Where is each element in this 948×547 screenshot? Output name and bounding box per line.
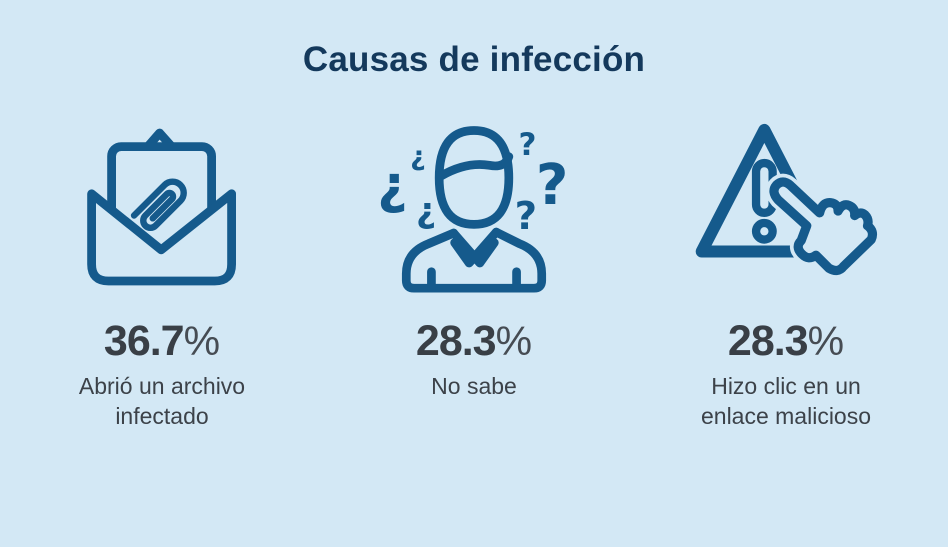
stat-column-infected-file: 36.7% Abrió un archivo infectado [6,112,318,432]
question-mark-glyph: ¿ [377,156,407,216]
stat-number: 28.3 [415,317,497,365]
person-shirt-seams [427,267,521,293]
person-hairline [436,152,514,181]
stat-number: 28.3 [727,317,809,365]
question-mark-glyph: ? [536,153,569,218]
percent-sign: % [183,318,221,364]
stat-value: 28.3% [728,320,844,363]
question-mark-glyph: ? [519,127,537,163]
pointing-hand [769,177,878,276]
stat-label: Hizo clic en un enlace malicioso [700,373,872,430]
envelope-attachment-icon [82,112,242,298]
stat-column-malicious-link: 28.3% Hizo clic en un enlace malicioso [630,112,942,432]
paperclip [130,178,187,231]
person-shoulders [401,227,547,293]
stat-value: 28.3% [416,320,532,363]
question-mark-glyph: ¿ [410,141,426,172]
stat-label: Abrió un archivo infectado [78,373,246,430]
warning-click-icon [687,112,885,298]
envelope-front [87,189,236,286]
stat-label: No sabe [431,373,517,399]
stats-row: 36.7% Abrió un archivo infectado ¿ [0,112,948,432]
percent-sign: % [807,318,845,364]
warning-click-icon [695,123,881,279]
person-head [434,126,514,229]
person-collar [449,227,501,268]
percent-sign: % [495,318,533,364]
stat-value: 36.7% [104,320,220,363]
infographic-causes-of-infection: Causas de infección 36.7% Abrió un archi… [0,40,948,547]
question-mark-glyph: ? [515,194,537,239]
envelope-attachment-icon [87,128,236,286]
stat-column-no-sabe: ¿ ¿ ¿ ? ? ? 28.3% No sabe [318,112,630,432]
confused-person-icon: ¿ ¿ ¿ ? ? ? [377,126,569,293]
exclamation-dot [751,218,777,244]
confused-person-icon: ¿ ¿ ¿ ? ? ? [371,112,577,298]
stat-number: 36.7 [103,317,185,365]
page-title: Causas de infección [302,40,646,79]
question-mark-glyph: ¿ [416,191,436,231]
